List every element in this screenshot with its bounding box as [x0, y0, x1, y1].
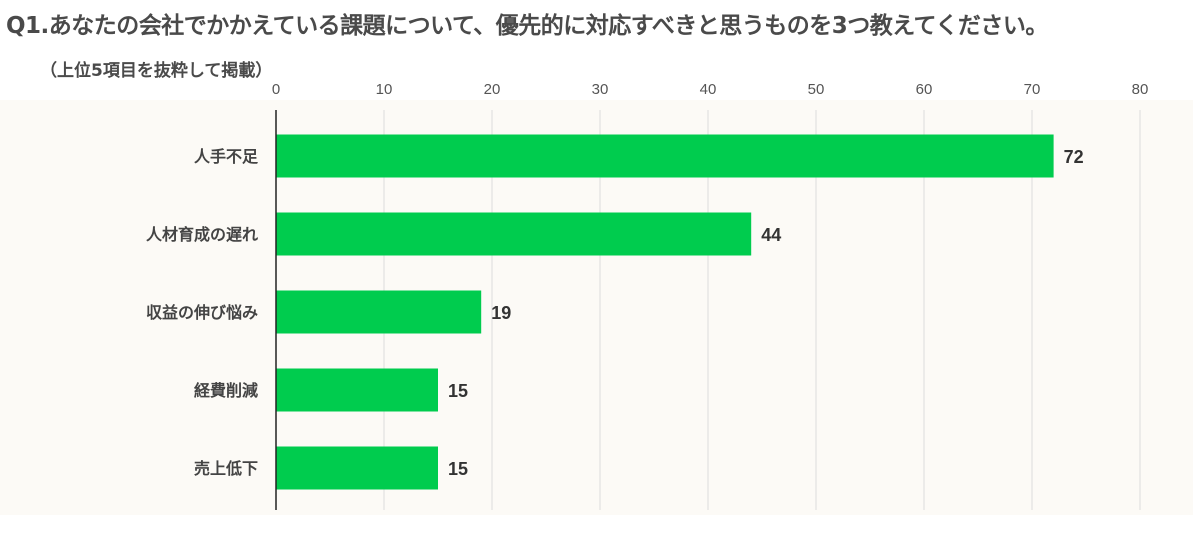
value-label: 19 [491, 303, 511, 323]
chart-subtitle: （上位5項目を抜粋して掲載） [40, 61, 273, 81]
value-label: 15 [448, 459, 468, 479]
value-label: 44 [761, 225, 781, 245]
x-tick-label: 80 [1132, 81, 1149, 98]
x-tick-label: 60 [916, 81, 933, 98]
value-label: 72 [1064, 147, 1084, 167]
x-tick-label: 30 [592, 81, 609, 98]
bar [276, 446, 438, 490]
category-label: 人材育成の遅れ [146, 225, 258, 244]
bar [276, 290, 482, 334]
x-tick-label: 40 [700, 81, 717, 98]
category-label: 売上低下 [194, 459, 258, 478]
x-tick-label: 50 [808, 81, 825, 98]
category-label: 人手不足 [194, 147, 259, 166]
value-label: 15 [448, 381, 468, 401]
chart-title: Q1.あなたの会社でかかえている課題について、優先的に対応すべきと思うものを3つ… [6, 13, 1048, 39]
category-label: 経費削減 [194, 381, 258, 400]
x-tick-label: 0 [272, 81, 280, 98]
bar [276, 212, 752, 256]
x-tick-label: 70 [1024, 81, 1041, 98]
x-tick-label: 10 [376, 81, 393, 98]
x-tick-label: 20 [484, 81, 501, 98]
bar [276, 368, 438, 412]
bar [276, 134, 1054, 178]
category-label: 収益の伸び悩み [146, 303, 258, 322]
